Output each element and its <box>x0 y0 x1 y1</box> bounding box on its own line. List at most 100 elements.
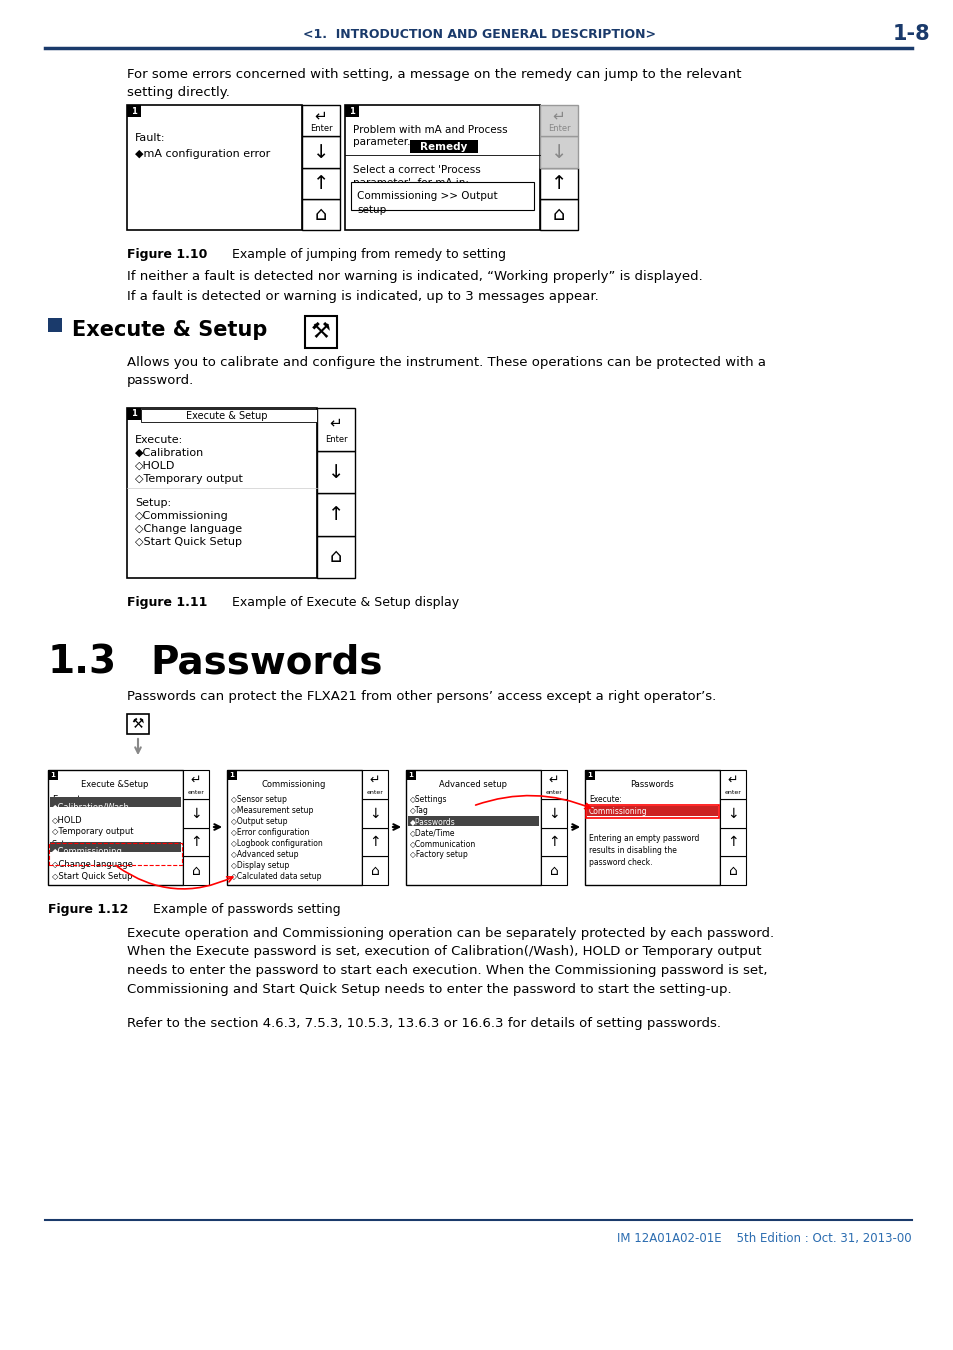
Bar <box>183 769 209 799</box>
Text: ↓: ↓ <box>313 143 329 162</box>
Text: ◇HOLD: ◇HOLD <box>135 460 175 471</box>
Text: enter: enter <box>723 791 740 795</box>
Text: Commissioning: Commissioning <box>261 780 326 788</box>
Text: ↓: ↓ <box>369 806 380 821</box>
Text: ↵: ↵ <box>548 774 558 787</box>
Text: ↵: ↵ <box>370 774 380 787</box>
Bar <box>586 806 718 815</box>
Bar <box>227 769 236 780</box>
Text: ⌂: ⌂ <box>552 205 564 224</box>
Text: Fault:: Fault: <box>135 134 165 143</box>
Text: Setup:: Setup: <box>135 498 171 508</box>
Text: Enter: Enter <box>310 124 332 132</box>
Text: ⌂: ⌂ <box>728 864 737 878</box>
Text: ↑: ↑ <box>369 836 380 849</box>
Text: 1.3: 1.3 <box>48 644 117 682</box>
Text: ↓: ↓ <box>550 143 567 162</box>
Text: ↓: ↓ <box>548 806 559 821</box>
Text: ↓: ↓ <box>726 806 738 821</box>
Bar <box>305 316 336 348</box>
Text: results in disabling the: results in disabling the <box>588 846 677 855</box>
Text: 1-8: 1-8 <box>892 24 930 45</box>
Text: ◆Passwords: ◆Passwords <box>410 817 456 826</box>
Text: ◆Calibration/Wash: ◆Calibration/Wash <box>52 802 130 811</box>
Text: 1: 1 <box>131 107 137 116</box>
Bar <box>316 451 355 493</box>
Text: ◆Calibration: ◆Calibration <box>135 448 204 458</box>
Bar <box>50 796 181 807</box>
Text: ◇Temporary output: ◇Temporary output <box>52 828 133 836</box>
Bar <box>539 167 578 198</box>
Text: Figure 1.10: Figure 1.10 <box>127 248 207 261</box>
Text: Example of Execute & Setup display: Example of Execute & Setup display <box>200 595 458 609</box>
Text: Entering an empty password: Entering an empty password <box>588 834 699 842</box>
Text: Problem with mA and Process: Problem with mA and Process <box>353 126 507 135</box>
Bar <box>127 105 302 230</box>
Text: ◇HOLD: ◇HOLD <box>52 815 83 824</box>
Text: ↵: ↵ <box>314 108 327 123</box>
Text: ◇Temporary output: ◇Temporary output <box>135 474 243 485</box>
Text: ⌂: ⌂ <box>370 864 379 878</box>
Text: ◇Tag: ◇Tag <box>410 806 429 815</box>
Text: ◆mA configuration error: ◆mA configuration error <box>135 148 270 159</box>
Text: ◇Advanced setup: ◇Advanced setup <box>231 850 298 859</box>
Text: ↵: ↵ <box>727 774 738 787</box>
Text: Passwords: Passwords <box>150 644 382 682</box>
Text: ⌂: ⌂ <box>192 864 200 878</box>
Text: parameter.: parameter. <box>353 136 410 147</box>
Bar <box>127 105 141 117</box>
Bar <box>141 409 316 423</box>
Bar <box>48 769 183 886</box>
Text: Example of jumping from remedy to setting: Example of jumping from remedy to settin… <box>200 248 505 261</box>
Bar <box>539 136 578 167</box>
Text: Setup:: Setup: <box>52 840 79 849</box>
Bar <box>361 799 388 828</box>
Bar <box>302 198 339 230</box>
Text: Commissioning: Commissioning <box>588 807 647 815</box>
Bar <box>316 536 355 578</box>
Text: If a fault is detected or warning is indicated, up to 3 messages appear.: If a fault is detected or warning is ind… <box>127 290 598 302</box>
Bar <box>345 105 358 117</box>
Bar <box>316 408 355 451</box>
Text: ◇Calculated data setup: ◇Calculated data setup <box>231 872 321 882</box>
Bar <box>410 140 477 153</box>
Text: Passwords can protect the FLXA21 from other persons’ access except a right opera: Passwords can protect the FLXA21 from ot… <box>127 690 716 703</box>
Text: Figure 1.11: Figure 1.11 <box>127 595 207 609</box>
Bar <box>539 198 578 230</box>
Text: enter: enter <box>188 791 204 795</box>
Bar <box>302 105 339 136</box>
Bar <box>183 856 209 886</box>
Bar <box>539 105 578 136</box>
Text: ◇Change language: ◇Change language <box>52 860 132 869</box>
Bar <box>351 182 534 211</box>
Bar <box>361 856 388 886</box>
Text: Advanced setup: Advanced setup <box>438 780 506 788</box>
Text: ◇Factory setup: ◇Factory setup <box>410 850 467 859</box>
Text: 1: 1 <box>131 409 137 418</box>
Text: Execute &Setup: Execute &Setup <box>81 780 149 788</box>
Text: ↑: ↑ <box>726 836 738 849</box>
Text: ⌂: ⌂ <box>330 548 342 567</box>
Text: ↑: ↑ <box>313 174 329 193</box>
Text: IM 12A01A02-01E    5th Edition : Oct. 31, 2013-00: IM 12A01A02-01E 5th Edition : Oct. 31, 2… <box>617 1233 911 1245</box>
Text: ◇Output setup: ◇Output setup <box>231 817 287 826</box>
Bar <box>540 769 566 799</box>
Text: ◇Start Quick Setup: ◇Start Quick Setup <box>52 872 132 882</box>
Bar <box>183 799 209 828</box>
Text: Execute & Setup: Execute & Setup <box>71 320 267 340</box>
Bar <box>50 842 181 852</box>
Text: 1: 1 <box>230 772 234 778</box>
Text: ◇Error configuration: ◇Error configuration <box>231 828 309 837</box>
Text: ↵: ↵ <box>552 108 565 123</box>
Text: ↑: ↑ <box>328 505 344 524</box>
Text: Allows you to calibrate and configure the instrument. These operations can be pr: Allows you to calibrate and configure th… <box>127 356 765 387</box>
Text: ◇Communication: ◇Communication <box>410 838 476 848</box>
Text: ↵: ↵ <box>330 416 342 431</box>
Bar <box>48 319 62 332</box>
Text: ◇Settings: ◇Settings <box>410 795 447 805</box>
Text: ◇Change language: ◇Change language <box>135 524 242 535</box>
Bar <box>127 408 316 578</box>
Bar <box>302 167 339 198</box>
Text: ↵: ↵ <box>191 774 201 787</box>
Text: ⚒: ⚒ <box>311 323 331 342</box>
